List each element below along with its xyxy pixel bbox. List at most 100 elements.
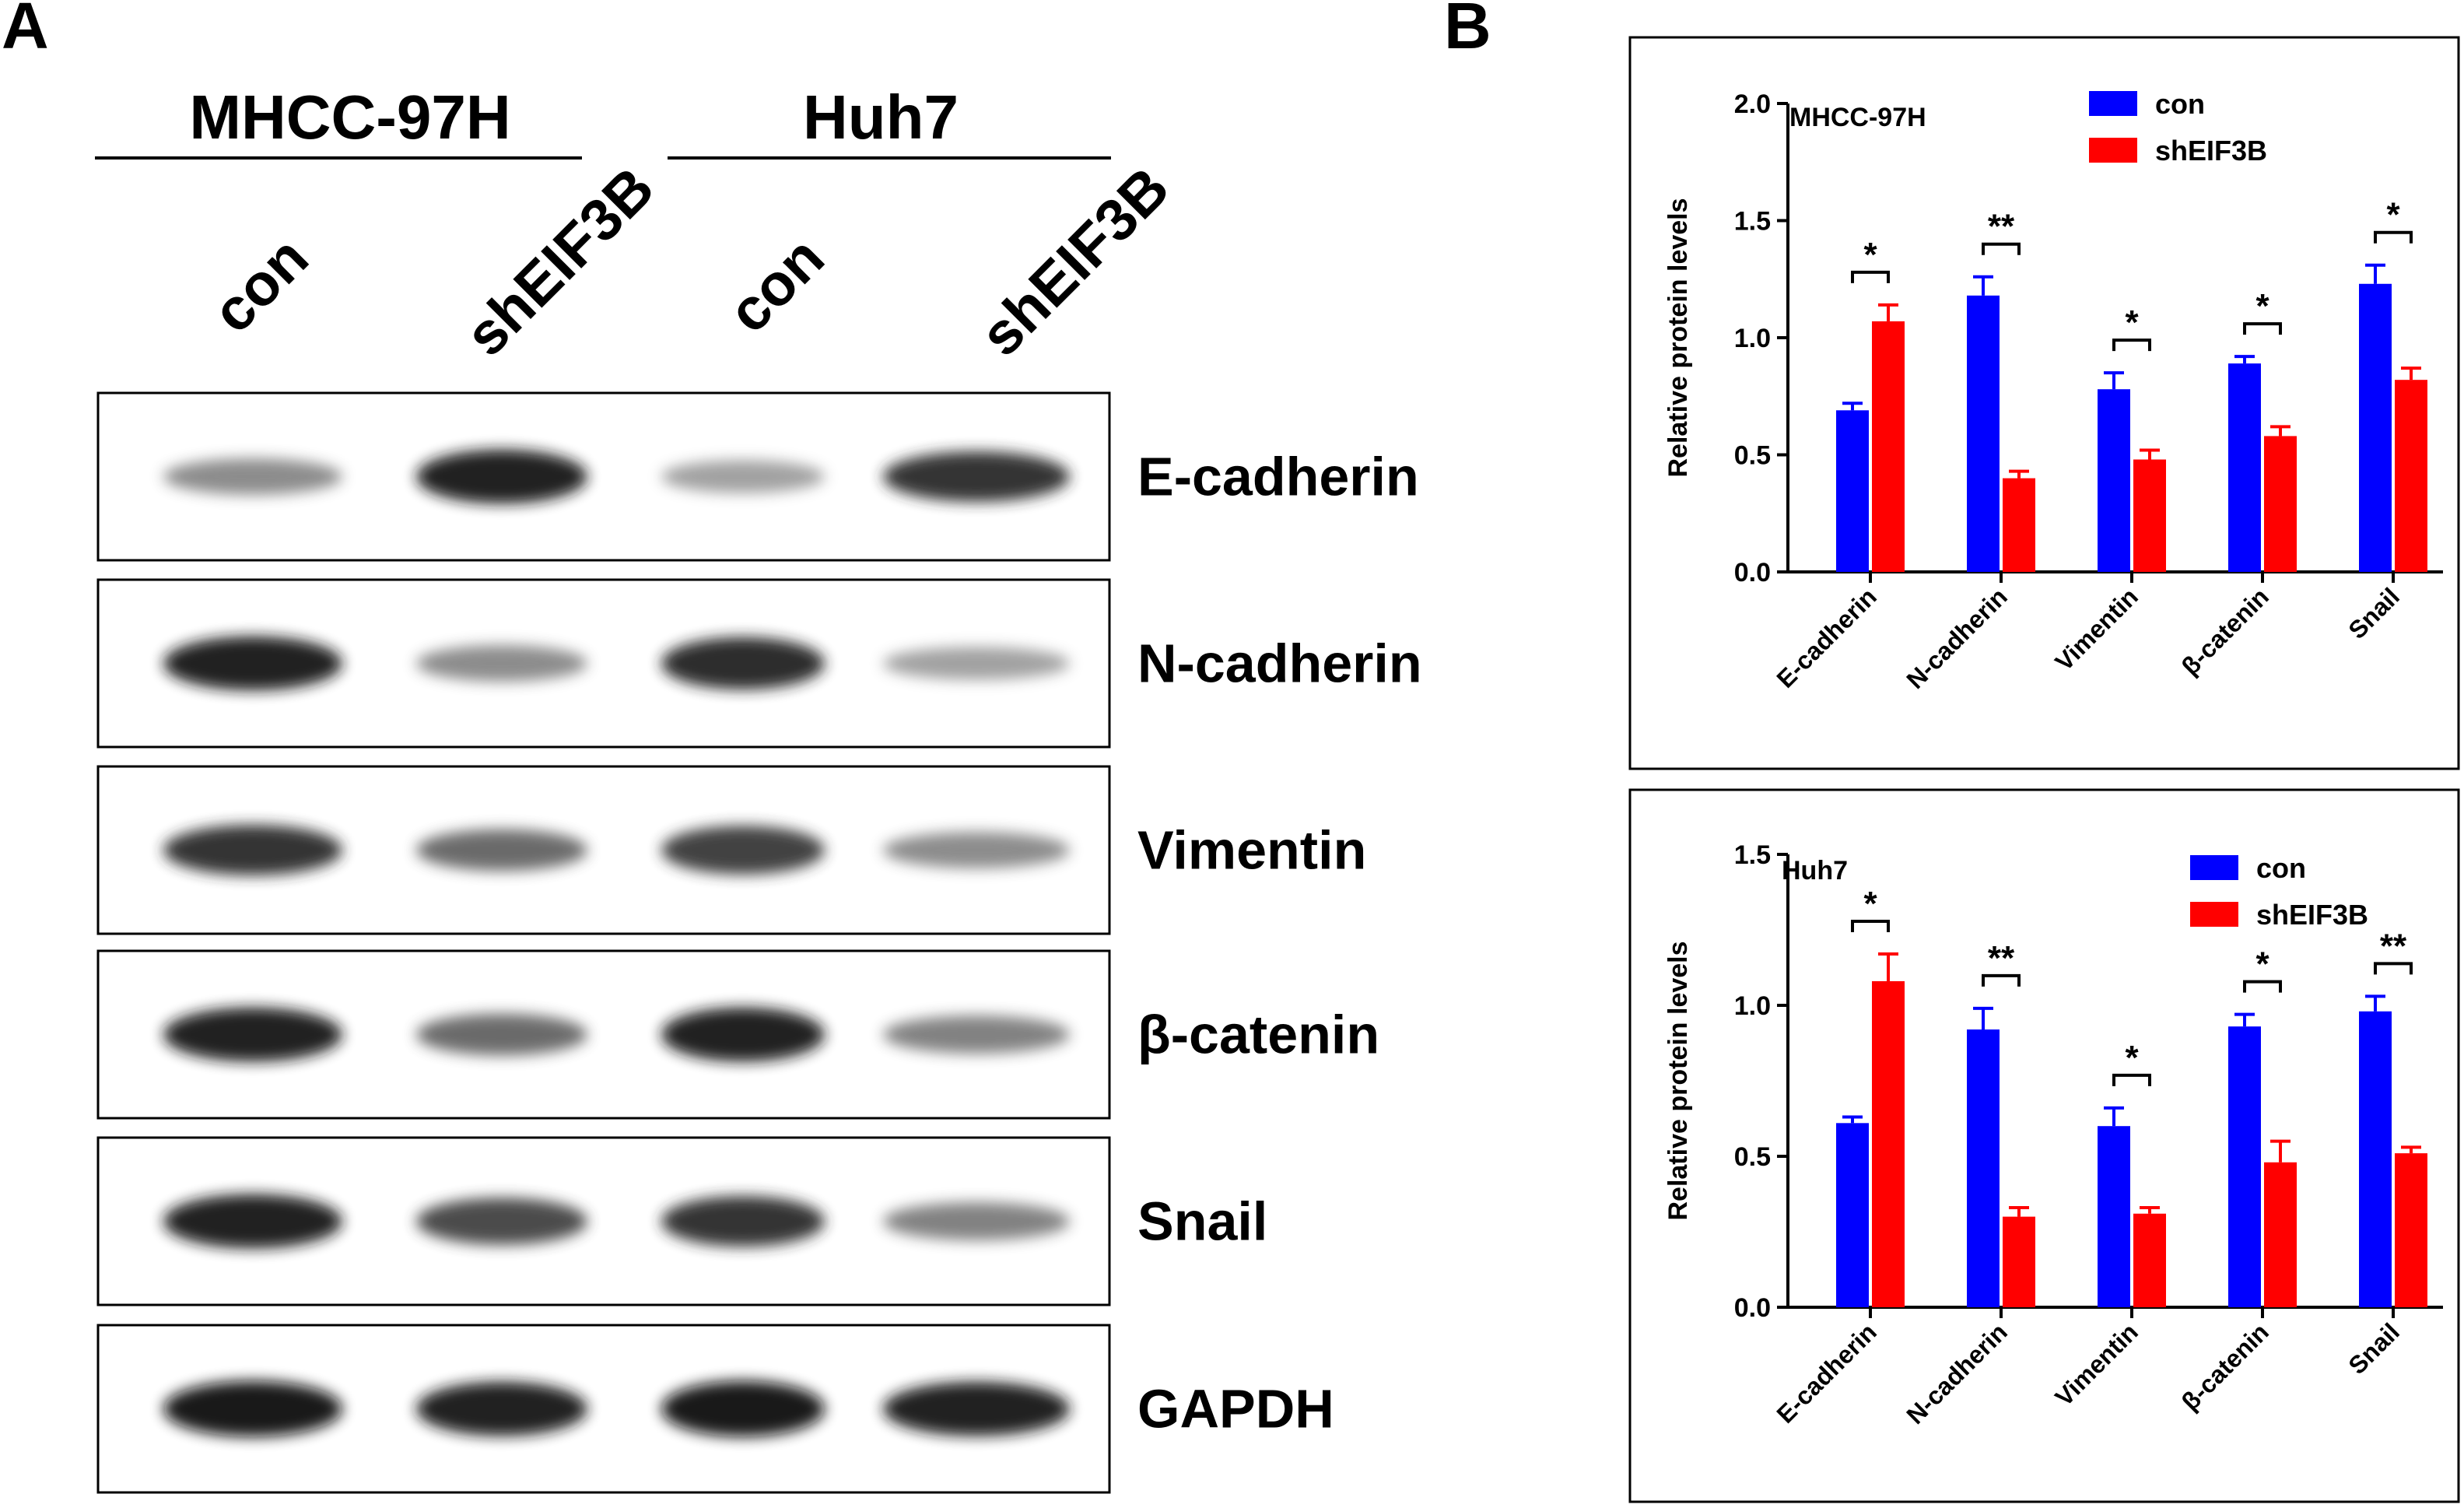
lane-label-sheif3b-2: shEIF3B bbox=[968, 155, 1182, 369]
panel-a-letter: A bbox=[2, 0, 49, 62]
significance-bracket bbox=[2374, 962, 2413, 975]
bar-con-e-cadherin bbox=[1836, 1123, 1869, 1307]
y-axis-title: Relative protein levels bbox=[1663, 941, 1693, 1220]
blot-band bbox=[416, 1198, 587, 1245]
significance-marker: * bbox=[2255, 945, 2269, 984]
blot-band bbox=[883, 1202, 1070, 1240]
protein-label-e-cadherin: E-cadherin bbox=[1137, 447, 1419, 507]
significance-marker: * bbox=[2125, 1039, 2139, 1077]
x-tick-label-vimentin: Vimentin bbox=[2049, 582, 2143, 676]
blot-band bbox=[661, 1195, 825, 1247]
blot-row-gapdh: GAPDH bbox=[96, 1324, 1334, 1494]
legend-label-sheif3b: shEIF3B bbox=[2256, 899, 2368, 931]
lane-label-sheif3b-1: shEIF3B bbox=[453, 155, 667, 369]
blot-row-snail: Snail bbox=[96, 1136, 1267, 1306]
y-tick-label: 1.0 bbox=[1734, 991, 1771, 1021]
bar-sheif3b-n-cadherin bbox=[2003, 478, 2035, 572]
lane-label-con-1: con bbox=[200, 224, 321, 345]
blot-row-e-cadherin: E-cadherin bbox=[96, 391, 1419, 562]
y-tick-label: 0.5 bbox=[1734, 1142, 1771, 1172]
bar-sheif3b-n-cadherin bbox=[2003, 1216, 2035, 1307]
significance-bracket bbox=[2243, 980, 2282, 993]
blot-band bbox=[163, 824, 342, 876]
protein-label-vimentin: Vimentin bbox=[1137, 820, 1366, 881]
significance-bracket bbox=[2112, 1073, 2151, 1086]
y-tick-label: 1.5 bbox=[1734, 840, 1771, 870]
blot-band bbox=[661, 1007, 825, 1062]
blot-row-n-cadherin: N-cadherin bbox=[96, 578, 1422, 749]
western-blots: E-cadherin N-cadherin Vimentin β-catenin Sna… bbox=[96, 391, 1422, 1494]
group-label-huh7: Huh7 bbox=[803, 82, 959, 152]
y-tick-label: 0.0 bbox=[1734, 1293, 1771, 1323]
blot-band bbox=[416, 829, 587, 871]
blot-band bbox=[416, 1013, 587, 1056]
significance-bracket bbox=[1982, 973, 2021, 987]
significance-marker: * bbox=[2386, 196, 2400, 234]
x-tick-label-snail: Snail bbox=[2343, 582, 2405, 644]
significance-bracket bbox=[2374, 230, 2413, 244]
legend-swatch-sheif3b bbox=[2089, 138, 2137, 163]
bar-sheif3b-e-cadherin bbox=[1872, 980, 1905, 1307]
blot-row-vimentin: Vimentin bbox=[96, 765, 1366, 935]
x-tick-label-n-cadherin: N-cadherin bbox=[1901, 1317, 2013, 1429]
bar-con-n-cadherin bbox=[1967, 295, 2000, 572]
bar-sheif3b-beta-catenin bbox=[2264, 436, 2297, 572]
bar-sheif3b-vimentin bbox=[2133, 459, 2166, 572]
blot-band bbox=[661, 1380, 825, 1437]
blot-band bbox=[883, 647, 1070, 680]
bar-sheif3b-vimentin bbox=[2133, 1213, 2166, 1307]
blot-band bbox=[883, 451, 1070, 503]
blot-band bbox=[163, 458, 342, 495]
bar-sheif3b-beta-catenin bbox=[2264, 1162, 2297, 1307]
blot-band bbox=[661, 460, 825, 493]
protein-label-beta-catenin: β-catenin bbox=[1137, 1005, 1379, 1065]
x-tick-label-snail: Snail bbox=[2343, 1317, 2405, 1380]
legend-swatch-sheif3b bbox=[2190, 902, 2238, 927]
chart-frame-mhcc97h bbox=[1628, 36, 2460, 770]
bar-con-snail bbox=[2359, 283, 2392, 572]
bar-sheif3b-snail bbox=[2395, 1153, 2427, 1307]
legend-label-con: con bbox=[2155, 88, 2205, 120]
blot-band bbox=[163, 636, 342, 691]
bar-con-e-cadherin bbox=[1836, 410, 1869, 572]
chart-title: MHCC-97H bbox=[1789, 103, 1926, 132]
bar-sheif3b-e-cadherin bbox=[1872, 321, 1905, 572]
x-tick-label-e-cadherin: E-cadherin bbox=[1772, 1317, 1882, 1428]
legend-swatch-con bbox=[2089, 91, 2137, 116]
bar-chart-mhcc97h: MHCC-97H 0.0 0.5 1.0 1.5 2.0 Relative protein … bbox=[1663, 88, 2443, 694]
significance-bracket bbox=[1851, 270, 1890, 283]
significance-bracket bbox=[1851, 920, 1890, 933]
significance-marker: * bbox=[1863, 885, 1877, 923]
y-tick-label: 1.0 bbox=[1734, 324, 1771, 353]
protein-label-n-cadherin: N-cadherin bbox=[1137, 633, 1422, 694]
significance-marker: ** bbox=[1988, 939, 2015, 977]
significance-marker: * bbox=[2125, 303, 2139, 342]
blot-band bbox=[661, 637, 825, 690]
x-tick-label-e-cadherin: E-cadherin bbox=[1772, 582, 1882, 693]
bar-chart-huh7: Huh7 0.0 0.5 1.0 1.5 Relative protein levels *… bbox=[1663, 840, 2443, 1429]
x-tick-label-n-cadherin: N-cadherin bbox=[1901, 582, 2013, 694]
y-tick-label: 0.0 bbox=[1734, 558, 1771, 587]
x-tick-label-vimentin: Vimentin bbox=[2049, 1317, 2143, 1412]
bar-con-snail bbox=[2359, 1011, 2392, 1307]
bar-con-vimentin bbox=[2098, 389, 2130, 572]
blot-band bbox=[163, 1194, 342, 1249]
blot-band bbox=[883, 832, 1070, 868]
blot-band bbox=[661, 826, 825, 875]
chart-title: Huh7 bbox=[1782, 856, 1848, 886]
panel-a: A MHCC-97H Huh7 con shEIF3B con shEIF3B … bbox=[2, 0, 1422, 1494]
group-label-mhcc97h: MHCC-97H bbox=[189, 82, 510, 152]
y-tick-label: 0.5 bbox=[1734, 441, 1771, 471]
blot-row-beta-catenin: β-catenin bbox=[96, 949, 1379, 1120]
chart-frame-huh7 bbox=[1628, 788, 2460, 1503]
legend-label-con: con bbox=[2256, 852, 2306, 884]
significance-marker: ** bbox=[1988, 208, 2015, 246]
significance-marker: * bbox=[2255, 287, 2269, 325]
blot-band bbox=[416, 1381, 587, 1436]
bar-sheif3b-snail bbox=[2395, 380, 2427, 572]
significance-bracket bbox=[2243, 322, 2282, 335]
significance-bracket bbox=[2112, 338, 2151, 352]
significance-bracket bbox=[1982, 242, 2021, 255]
lane-label-con-2: con bbox=[716, 224, 837, 345]
